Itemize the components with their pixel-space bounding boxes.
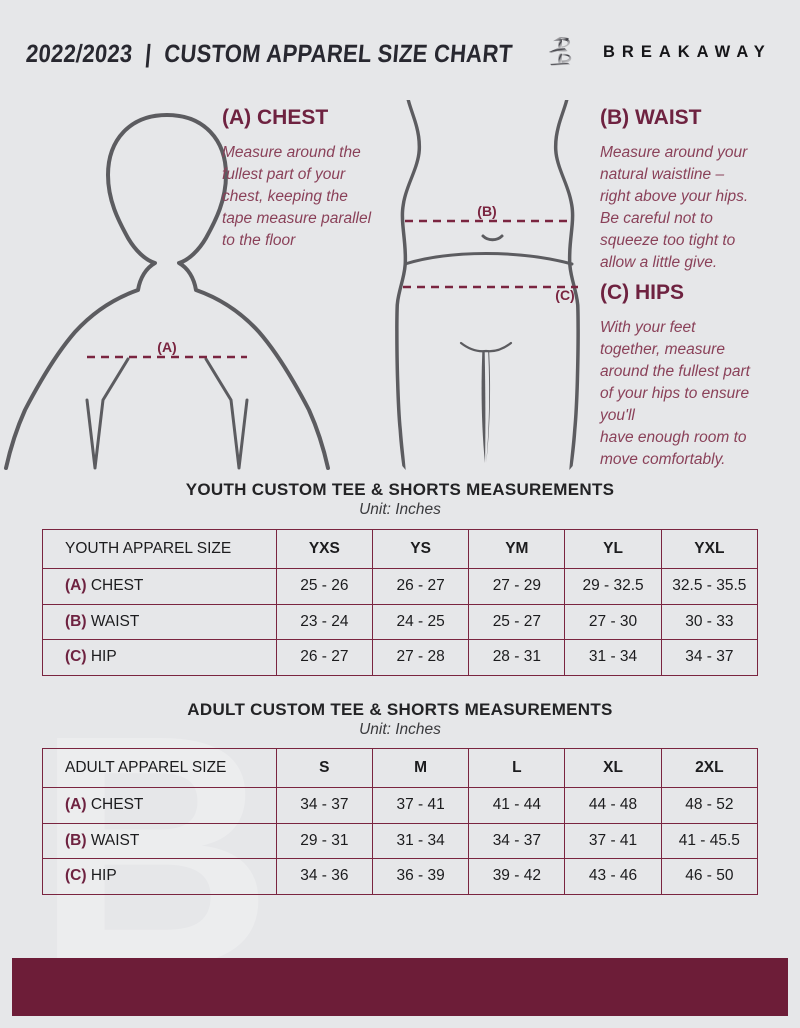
svg-text:(C): (C) (555, 287, 574, 303)
svg-text:(B): (B) (477, 203, 496, 219)
svg-text:(A): (A) (157, 339, 176, 355)
